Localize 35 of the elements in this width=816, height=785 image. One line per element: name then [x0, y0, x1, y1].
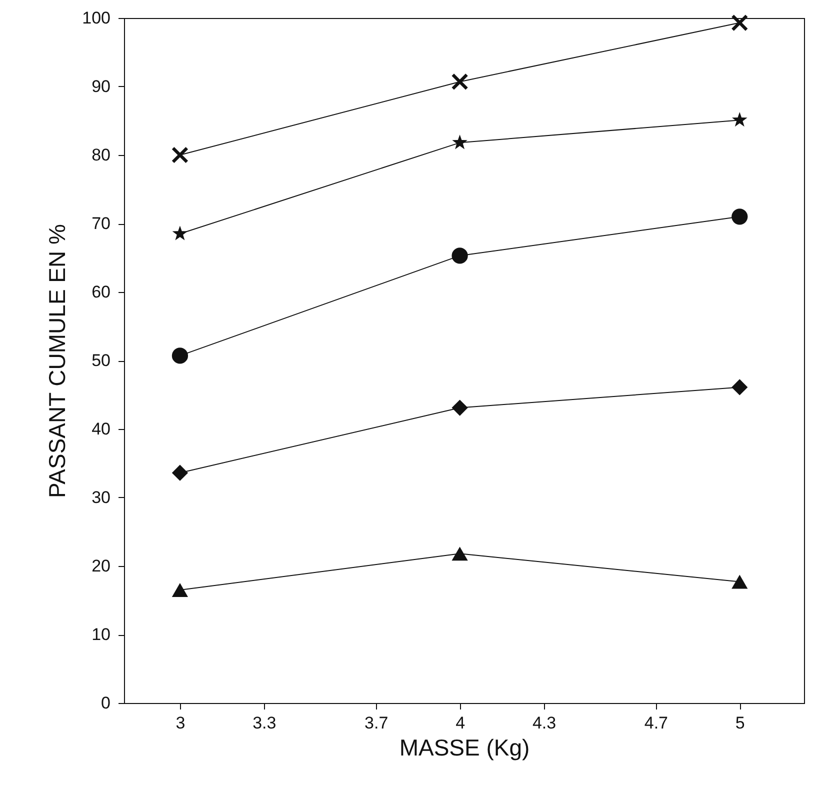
y-tick-label: 50 — [92, 351, 110, 370]
x-tick-label: 3.7 — [364, 714, 388, 732]
point — [452, 248, 468, 264]
point — [452, 74, 468, 90]
point — [732, 14, 748, 31]
point — [732, 574, 748, 589]
point — [732, 112, 748, 127]
x-tick-label: 3.3 — [252, 714, 276, 732]
x-tick-label: 5 — [735, 714, 745, 732]
point — [172, 582, 188, 597]
x-axis-title: MASSE (Kg) — [399, 734, 530, 760]
point — [732, 208, 748, 225]
y-axis-title: PASSANT CUMULE EN % — [44, 224, 70, 498]
point — [452, 134, 468, 150]
point — [452, 400, 468, 416]
y-tick-label: 20 — [92, 556, 110, 576]
y-tick-label: 10 — [92, 625, 110, 644]
y-tick-label: 100 — [82, 8, 110, 28]
x-tick-label: 4.3 — [532, 714, 556, 732]
point — [732, 379, 748, 396]
y-tick-label: 0 — [101, 694, 110, 712]
y-tick-label: 60 — [92, 282, 110, 302]
y-tick-label: 90 — [92, 77, 110, 96]
point — [452, 546, 468, 561]
y-tick-label: 40 — [92, 420, 110, 438]
point — [172, 464, 188, 481]
point — [172, 348, 188, 364]
x-tick-label: 3 — [176, 714, 186, 732]
x-tick-label: 4.7 — [644, 714, 668, 732]
y-tick-label: 30 — [92, 488, 110, 507]
y-tick-label: 70 — [92, 214, 110, 233]
y-tick-label: 80 — [92, 146, 110, 164]
point — [172, 226, 188, 240]
point — [172, 146, 188, 164]
x-tick-label: 4 — [456, 714, 466, 732]
